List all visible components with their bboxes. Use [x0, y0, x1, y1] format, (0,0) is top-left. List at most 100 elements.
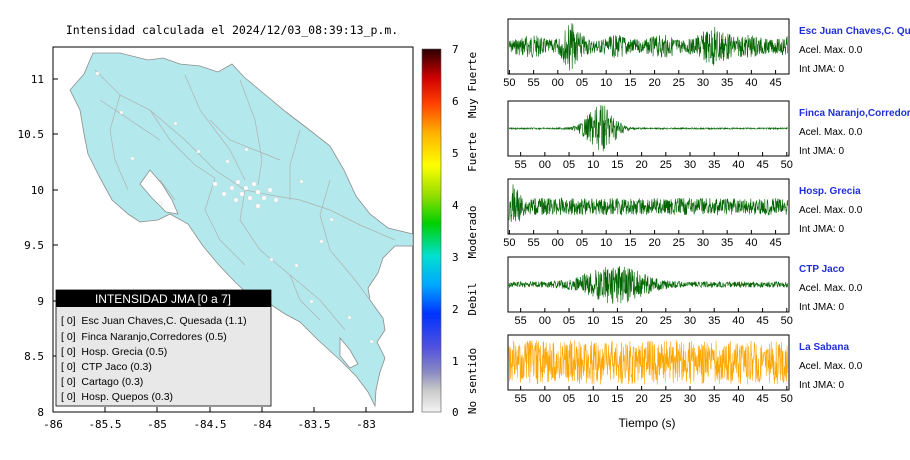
road-network [94, 69, 396, 331]
legend-title: INTENSIDAD JMA [0 a 7] [95, 292, 231, 306]
station-acel-max: Acel. Max. 0.0 [799, 127, 863, 138]
trace-tick-label: 20 [648, 77, 660, 89]
colorbar-tick-label: 5 [452, 147, 459, 160]
trace-tick-label: 45 [756, 393, 768, 405]
map-y-tick-label: 10 [31, 184, 44, 197]
trace-tick-label: 10 [600, 237, 612, 249]
trace-tick-label: 30 [684, 393, 696, 405]
map-x-tick-label: -85 [147, 418, 167, 431]
trace-tick-label: 30 [684, 315, 696, 327]
map-x-tick-label: -85.5 [88, 418, 121, 431]
trace-tick-label: 30 [684, 159, 696, 171]
trace-tick-label: 20 [636, 315, 648, 327]
map-x-tick-label: -84.5 [193, 418, 226, 431]
map-y-tick-label: 8.5 [24, 350, 44, 363]
legend-entry: [ 0] Hosp. Quepos (0.3) [61, 391, 173, 403]
costa-rica-landmass [69, 52, 413, 408]
trace-tick-label: 25 [660, 315, 672, 327]
station-name: Esc Juan Chaves,C. Qu [799, 26, 910, 37]
map-title: Intensidad calculada el 2024/12/03_08:39… [66, 23, 398, 37]
trace-tick-label: 35 [708, 315, 720, 327]
trace-tick-label: 35 [708, 159, 720, 171]
trace-tick-label: 35 [721, 77, 733, 89]
station-name: La Sabana [799, 342, 849, 353]
station-int-jma: Int JMA: 0 [799, 64, 844, 75]
trace-tick-label: 50 [503, 77, 515, 89]
trace-tick-label: 55 [515, 393, 527, 405]
trace-tick-label: 05 [576, 237, 588, 249]
trace-tick-label: 00 [539, 393, 551, 405]
trace-tick-label: 10 [587, 315, 599, 327]
trace-tick-label: 45 [769, 77, 781, 89]
trace-tick-label: 20 [636, 393, 648, 405]
trace-tick-label: 40 [732, 159, 744, 171]
legend-entry: [ 0] CTP Jaco (0.3) [61, 361, 152, 373]
trace-tick-label: 55 [527, 77, 539, 89]
trace-tick-label: 10 [600, 77, 612, 89]
traces-x-label: Tiempo (s) [619, 416, 676, 430]
colorbar-class-label: Moderado [466, 206, 479, 259]
station-name: Hosp. Grecia [799, 186, 861, 197]
map-y-tick-label: 9 [37, 295, 44, 308]
trace-tick-label: 00 [539, 159, 551, 171]
trace-tick-label: 20 [648, 237, 660, 249]
colorbar-class-label: Fuerte [466, 132, 479, 172]
station-int-jma: Int JMA: 0 [799, 146, 844, 157]
station-int-jma: Int JMA: 0 [799, 302, 844, 313]
map-plot: -86 -85.5 -85 -84.5 -84 -83.5 -83 11 10.… [18, 46, 414, 431]
colorbar-class-label: Debil [466, 282, 479, 315]
trace-tick-label: 25 [660, 159, 672, 171]
trace-tick-label: 55 [515, 315, 527, 327]
trace-tick-label: 10 [587, 159, 599, 171]
trace-tick-label: 40 [745, 77, 757, 89]
trace-tick-label: 40 [732, 393, 744, 405]
map-y-tick-label: 10.5 [18, 128, 45, 141]
trace-tick-label: 05 [563, 159, 575, 171]
trace-tick-label: 15 [624, 237, 636, 249]
waveform-line [508, 340, 788, 385]
colorbar-tick-label: 1 [452, 355, 459, 368]
trace-tick-label: 40 [732, 315, 744, 327]
station-int-jma: Int JMA: 0 [799, 224, 844, 235]
colorbar-gradient [421, 48, 442, 413]
map-x-tick-label: -86 [43, 418, 63, 431]
station-acel-max: Acel. Max. 0.0 [799, 283, 863, 294]
trace-tick-label: 25 [673, 237, 685, 249]
colorbar-tick-label: 2 [452, 303, 459, 316]
colorbar-tick-label: 7 [452, 43, 459, 56]
trace-tick-label: 25 [673, 77, 685, 89]
station-acel-max: Acel. Max. 0.0 [799, 205, 863, 216]
trace-tick-label: 30 [697, 77, 709, 89]
station-name: CTP Jaco [799, 264, 844, 275]
colorbar-tick-label: 0 [452, 406, 459, 419]
trace-tick-label: 00 [552, 77, 564, 89]
trace-tick-label: 00 [552, 237, 564, 249]
map-x-tick-label: -83 [356, 418, 376, 431]
station-acel-max: Acel. Max. 0.0 [799, 45, 863, 56]
map-y-tick-label: 9.5 [24, 239, 44, 252]
trace-tick-label: 55 [527, 237, 539, 249]
legend-entry: [ 0] Finca Naranjo,Corredores (0.5) [61, 331, 227, 343]
trace-tick-label: 05 [563, 393, 575, 405]
waveform-traces: 50 55 00 05 10 15 20 25 30 35 40 45 Esc Juan Chaves,… [503, 18, 910, 405]
waveform-line [508, 105, 788, 152]
station-name: Finca Naranjo,Corredores [799, 108, 910, 119]
trace-tick-label: 00 [539, 315, 551, 327]
map-y-axis: 11 10.5 10 9.5 9 8.5 8 [18, 73, 58, 419]
legend-entry: [ 0] Hosp. Grecia (0.5) [61, 346, 167, 358]
trace-tick-label: 50 [781, 393, 793, 405]
legend-header [56, 290, 271, 307]
trace-tick-label: 15 [611, 315, 623, 327]
legend-entry: [ 0] Esc Juan Chaves,C. Quesada (1.1) [61, 315, 247, 327]
station-int-jma: Int JMA: 0 [799, 380, 844, 391]
trace-tick-label: 50 [781, 315, 793, 327]
trace-tick-label: 45 [756, 315, 768, 327]
trace-tick-label: 05 [576, 77, 588, 89]
station-markers [95, 71, 374, 344]
trace-tick-label: 30 [697, 237, 709, 249]
golfo-dulce [339, 336, 359, 369]
trace-tick-label: 55 [515, 159, 527, 171]
trace-tick-label: 15 [611, 393, 623, 405]
map-x-tick-label: -84 [252, 418, 272, 431]
